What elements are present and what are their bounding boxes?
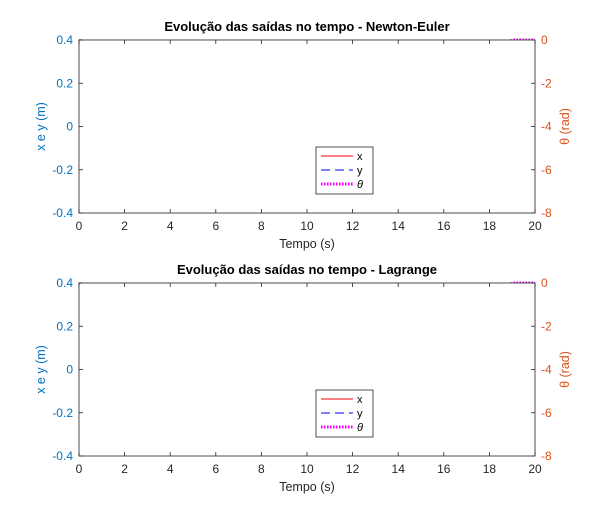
legend-label-x: x (357, 151, 363, 163)
y-tick-label-right: -4 (541, 363, 552, 377)
x-tick-label: 16 (437, 219, 451, 233)
x-tick-label: 4 (167, 462, 174, 476)
x-tick-label: 18 (483, 462, 497, 476)
x-axis-label: Tempo (s) (279, 237, 335, 251)
x-tick-label: 4 (167, 219, 174, 233)
axes-frame (78, 39, 536, 214)
y-tick-label-left: -0.4 (52, 449, 73, 463)
y-tick-label-right: -8 (541, 206, 552, 220)
x-tick-label: 12 (346, 462, 360, 476)
x-tick-label: 20 (528, 219, 542, 233)
y-tick-label-right: -6 (541, 406, 552, 420)
y-tick-label-right: -2 (541, 76, 552, 90)
legend-label-y: y (357, 165, 363, 177)
y-tick-label-right: 0 (541, 276, 548, 290)
x-tick-label: 6 (212, 219, 219, 233)
y-tick-label-right: -8 (541, 449, 552, 463)
x-tick-label: 0 (76, 462, 83, 476)
x-tick-label: 14 (392, 462, 406, 476)
x-tick-label: 10 (300, 462, 314, 476)
y-tick-label-left: 0 (66, 363, 73, 377)
legend-label-y: y (357, 408, 363, 420)
x-tick-label: 0 (76, 219, 83, 233)
x-tick-label: 12 (346, 219, 360, 233)
x-tick-label: 2 (121, 219, 128, 233)
x-tick-label: 10 (300, 219, 314, 233)
y-tick-label-left: -0.4 (52, 206, 73, 220)
chart-newton-euler: 0 2 4 6 8 10 12 14 16 18 20 -0.4 -0.2 0 0.2 0.4 -8 -6 -4 -2… (34, 19, 572, 251)
chart-title: Evolução das saídas no tempo - Newton-Eu… (164, 19, 449, 34)
legend: xyθ (315, 389, 374, 438)
y-tick-label-left: 0.4 (56, 33, 73, 47)
y-tick-label-left: 0.2 (56, 319, 73, 333)
y-tick-label-left: 0.2 (56, 76, 73, 90)
y-tick-label-right: 0 (541, 33, 548, 47)
y-axis-label-right: θ (rad) (558, 351, 572, 388)
y-tick-label-left: -0.2 (52, 163, 73, 177)
y-tick-label-right: -6 (541, 163, 552, 177)
legend: xyθ (315, 146, 374, 195)
y-axis-label-left: x e y (m) (34, 345, 48, 394)
y-tick-label-left: -0.2 (52, 406, 73, 420)
y-axis-label-left: x e y (m) (34, 102, 48, 151)
x-tick-label: 14 (392, 219, 406, 233)
x-tick-label: 2 (121, 462, 128, 476)
legend-label-theta: θ (357, 179, 363, 191)
legend-label-x: x (357, 394, 363, 406)
y-tick-label-right: -2 (541, 319, 552, 333)
y-tick-label-right: -4 (541, 120, 552, 134)
y-tick-label-left: 0 (66, 120, 73, 134)
y-tick-label-left: 0.4 (56, 276, 73, 290)
chart-lagrange: 0 2 4 6 8 10 12 14 16 18 20 -0.4 -0.2 0 0.2 0.4 -8 -6 -4 -2… (34, 262, 572, 494)
x-tick-label: 8 (258, 219, 265, 233)
x-tick-label: 6 (212, 462, 219, 476)
x-tick-label: 18 (483, 219, 497, 233)
y-axis-label-right: θ (rad) (558, 108, 572, 145)
chart-title: Evolução das saídas no tempo - Lagrange (177, 262, 437, 277)
axes-frame (78, 282, 536, 457)
x-tick-label: 8 (258, 462, 265, 476)
x-tick-label: 20 (528, 462, 542, 476)
legend-label-theta: θ (357, 422, 363, 434)
x-tick-label: 16 (437, 462, 451, 476)
x-axis-label: Tempo (s) (279, 480, 335, 494)
